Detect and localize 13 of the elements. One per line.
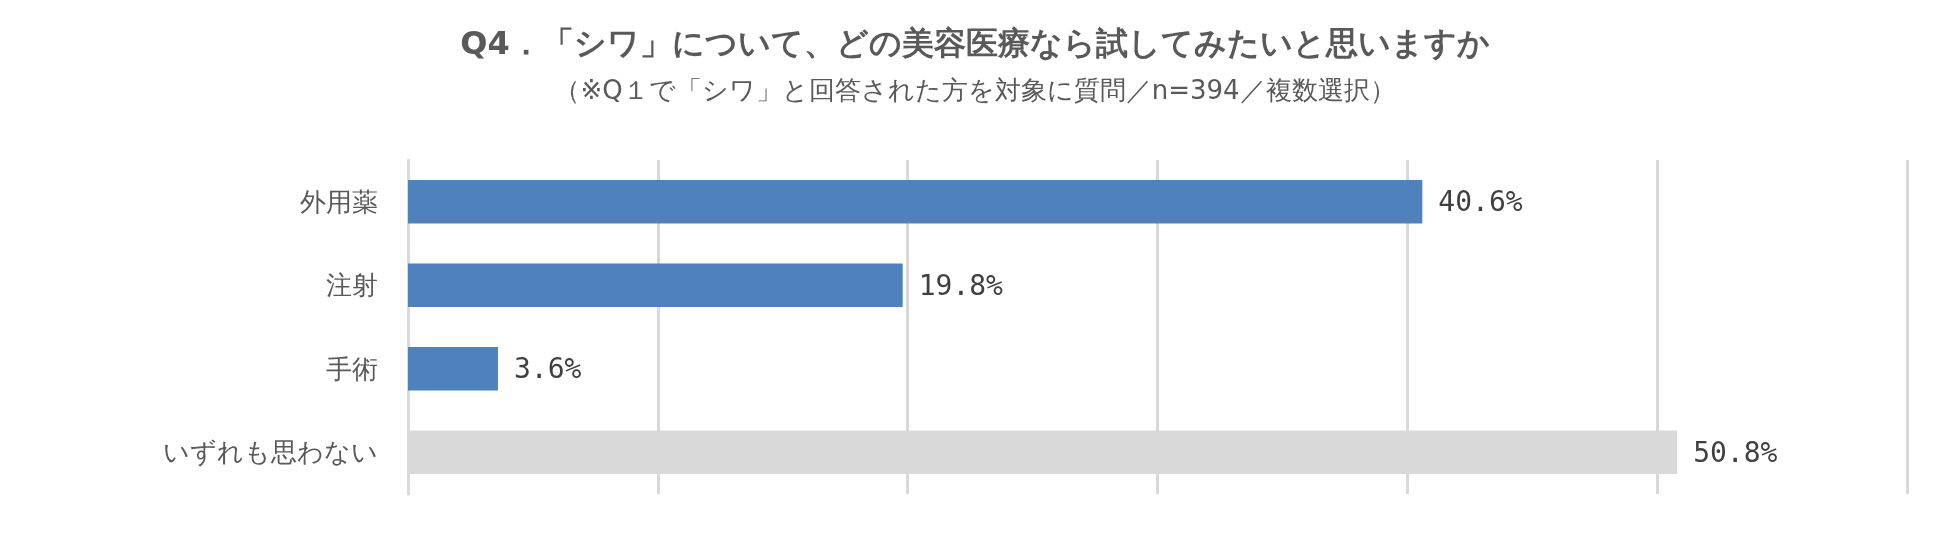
chart-title: Q4．「シワ」について、どの美容医療なら試してみたいと思いますか — [460, 24, 1490, 62]
y-tick-label: 注射 — [326, 270, 378, 301]
data-label: 40.6% — [1438, 185, 1523, 219]
bar — [408, 347, 498, 391]
bar — [408, 263, 903, 307]
bar — [408, 180, 1423, 224]
data-label: 50.8% — [1693, 435, 1778, 469]
y-tick-label: いずれも思わない — [163, 437, 378, 468]
data-label: 3.6% — [513, 352, 582, 386]
y-tick-label: 手術 — [326, 353, 378, 384]
y-tick-label: 外用薬 — [300, 186, 378, 217]
data-label: 19.8% — [918, 268, 1004, 302]
chart-subtitle: （※Q１で「シワ」と回答された方を対象に質問／n=394／複数選択） — [554, 75, 1396, 105]
